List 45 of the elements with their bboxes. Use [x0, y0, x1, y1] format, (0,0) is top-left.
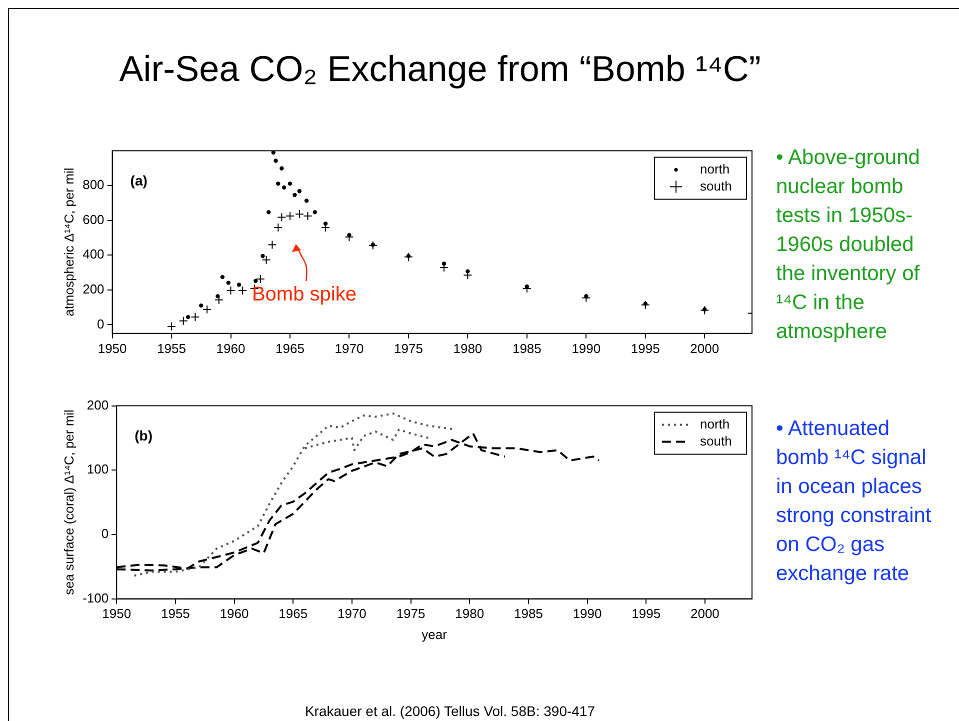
y-tick-label: 0: [97, 316, 104, 332]
text: Air-Sea CO₂ Exchange from “Bomb ¹⁴C”: [118, 48, 762, 90]
x-tick-label: 2000: [690, 606, 720, 622]
x-tick-label: 1975: [394, 340, 423, 356]
x-tick-label: 1975: [396, 606, 426, 622]
x-tick-label: 2000: [690, 340, 720, 356]
y-tick-label: 400: [82, 246, 104, 262]
x-tick-label: 1970: [337, 606, 366, 622]
text: Krakauer et al. (2006) Tellus Vol. 58B: 390-417: [304, 702, 596, 720]
x-tick-label: 1985: [514, 606, 543, 622]
legend-label: north: [700, 416, 730, 432]
x-tick-label: 1965: [278, 606, 308, 622]
x-tick-label: 1950: [98, 340, 127, 356]
annotation: Bomb spike: [252, 284, 356, 306]
x-tick-label: 1980: [453, 340, 482, 356]
y-tick-label: 800: [82, 177, 104, 192]
x-tick-label: 1970: [334, 340, 364, 356]
x-tick-label: 1990: [572, 606, 602, 622]
y-tick-label: 0: [101, 526, 109, 542]
x-tick-label: 1995: [630, 340, 660, 356]
y-tick-label: 200: [86, 397, 109, 412]
x-tick-label: 1960: [216, 340, 246, 356]
annotation: (a): [130, 172, 148, 189]
legend-label: south: [700, 178, 732, 194]
x-tick-label: 1980: [455, 606, 484, 622]
annotation: (b): [134, 428, 153, 444]
x-tick-label: 1955: [160, 606, 190, 622]
text: • Above-ground nuclear bomb tests in 1950s-1960s doubled the inventory of ¹⁴C in the atmosphere: [776, 145, 921, 345]
y-axis-title: sea surface (coral) Δ¹⁴C, per mil: [61, 409, 76, 596]
x-tick-label: 1995: [632, 606, 661, 622]
y-axis-title: atmospheric Δ¹⁴C, per mil: [61, 168, 76, 316]
legend-label: north: [700, 161, 730, 176]
x-tick-label: 1990: [572, 340, 601, 356]
y-tick-label: 100: [86, 462, 109, 477]
legend-label: south: [700, 433, 732, 448]
x-tick-label: 1965: [276, 340, 304, 356]
x-tick-label: 1950: [102, 606, 132, 622]
y-tick-label: -100: [82, 590, 109, 606]
y-tick-label: 200: [82, 282, 104, 296]
x-tick-label: 1955: [157, 340, 186, 356]
y-tick-label: 600: [82, 212, 104, 227]
x-tick-label: 1985: [512, 340, 542, 356]
text: • Attenuated bomb ¹⁴C signal in ocean places strong constraint on CO₂ gas exchange rate: [776, 416, 932, 587]
x-axis-title: year: [422, 626, 448, 642]
x-tick-label: 1960: [220, 606, 249, 622]
